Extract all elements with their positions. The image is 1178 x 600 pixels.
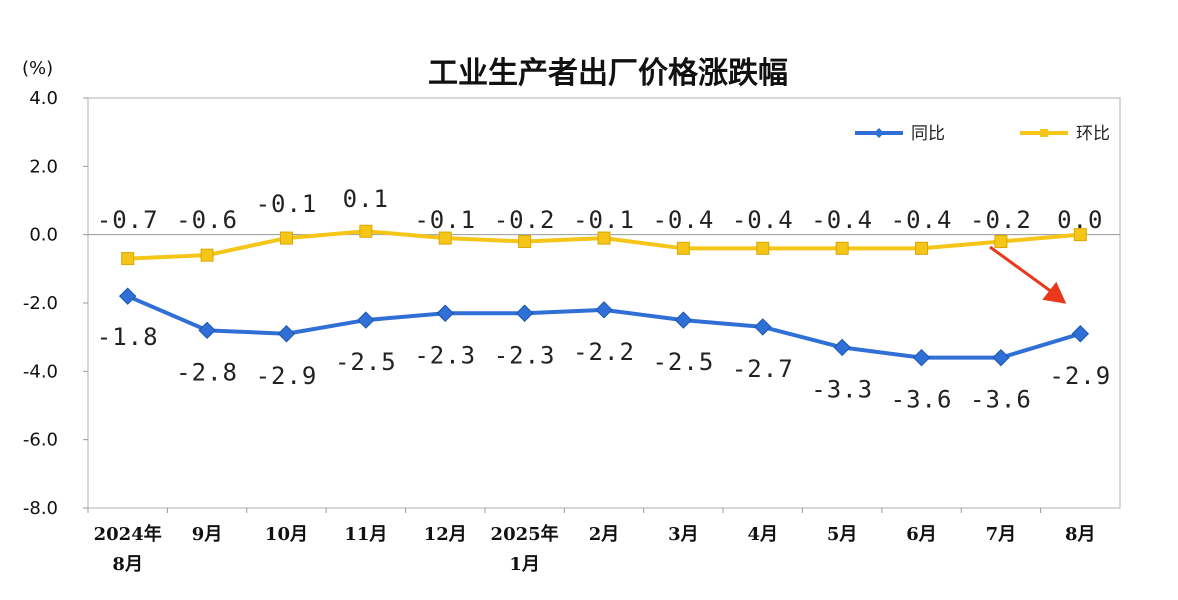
series-point-0: [992, 348, 1010, 367]
series-point-0: [436, 304, 454, 322]
data-label: -3.3: [811, 375, 873, 403]
series-point-1: [915, 241, 929, 255]
y-tick-label: -4.0: [23, 361, 58, 382]
x-tick-label: 8月: [112, 554, 143, 575]
data-label: 0.0: [1057, 206, 1103, 234]
series-point-0: [754, 318, 772, 336]
data-label: -0.4: [891, 206, 953, 234]
y-axis-unit: (%): [22, 58, 53, 79]
data-label: -2.5: [652, 348, 714, 376]
legend-label-1: 环比: [1076, 124, 1110, 144]
legend: 同比 环比: [855, 124, 1110, 144]
x-tick-label: 3月: [668, 524, 699, 545]
data-label: 0.1: [343, 185, 389, 213]
series-point-0: [1071, 325, 1090, 343]
data-label: -0.7: [97, 206, 159, 234]
data-label: -0.4: [811, 206, 873, 234]
series-point-0: [277, 325, 296, 343]
chart-title: 工业生产者出厂价格涨跌幅: [428, 56, 788, 91]
x-tick-label: 8月: [1065, 524, 1096, 545]
data-label: -0.4: [652, 206, 714, 234]
x-tick-label: 2024年: [94, 523, 162, 545]
data-label: -2.7: [732, 355, 794, 383]
y-tick-label: 4.0: [29, 88, 58, 109]
series-point-0: [674, 311, 693, 329]
series-point-0: [198, 321, 216, 340]
annotation-arrow-shaft: [989, 245, 1056, 295]
data-label: -3.6: [891, 386, 953, 414]
legend-marker-0: [874, 128, 884, 138]
x-tick-label: 6月: [906, 524, 937, 545]
series-point-0: [118, 287, 137, 305]
plot-area: 4.0 2.0 0.0 -2.0 -4.0 -6.0 -8.0 2024年 8月 9月 10月 11月…: [23, 88, 1121, 575]
data-label: -0.1: [256, 190, 318, 218]
data-label: -0.1: [573, 206, 635, 234]
x-tick-label: 7月: [986, 524, 1017, 545]
y-tick-label: 2.0: [29, 156, 58, 177]
series-point-1: [438, 231, 452, 245]
legend-label-0: 同比: [911, 124, 945, 144]
data-label: -2.5: [335, 348, 397, 376]
data-label: -2.2: [573, 338, 635, 366]
series-point-1: [1073, 228, 1087, 242]
x-tick-label: 12月: [424, 524, 467, 545]
legend-marker-1: [1040, 129, 1048, 137]
data-label: -2.3: [494, 341, 556, 369]
series-point-1: [200, 248, 214, 262]
y-tick-label: -2.0: [23, 293, 58, 314]
series-point-1: [835, 241, 849, 255]
x-tick-label: 5月: [827, 524, 858, 545]
data-label: -0.4: [732, 206, 794, 234]
x-tick-label: 11月: [344, 524, 387, 545]
series-point-1: [518, 235, 532, 248]
data-label: -2.3: [414, 341, 476, 369]
x-tick-label: 10月: [265, 524, 308, 545]
data-label: -0.2: [970, 206, 1032, 234]
series-point-1: [597, 231, 611, 245]
annotation-arrow-head: [1042, 281, 1067, 304]
x-tick-label: 4月: [748, 524, 779, 545]
x-tick-label: 2月: [589, 524, 620, 545]
series-point-1: [994, 235, 1008, 248]
data-label: -2.8: [176, 358, 238, 386]
data-label: -2.9: [1049, 362, 1111, 390]
series-point-0: [833, 338, 851, 357]
series-point-0: [515, 304, 534, 322]
series-point-0: [595, 301, 613, 319]
series-point-1: [121, 252, 135, 266]
data-label: -0.2: [494, 206, 556, 234]
y-tick-label: -8.0: [23, 498, 58, 519]
series-point-1: [279, 231, 293, 245]
data-label: -2.9: [256, 362, 318, 390]
series-point-1: [756, 241, 770, 255]
y-tick-label: 0.0: [29, 225, 58, 246]
x-tick-label: 2025年: [491, 523, 559, 545]
y-tick-label: -6.0: [23, 430, 58, 451]
series-point-0: [357, 311, 375, 329]
data-label: -3.6: [970, 386, 1032, 414]
x-tick-label: 9月: [192, 524, 223, 545]
x-tick-label: 1月: [509, 554, 540, 575]
series-point-1: [676, 241, 690, 255]
series-point-0: [912, 348, 931, 367]
data-label: -0.1: [414, 206, 476, 234]
data-label: -1.8: [97, 323, 159, 351]
series-point-1: [359, 224, 373, 238]
data-label: -0.6: [176, 206, 238, 234]
